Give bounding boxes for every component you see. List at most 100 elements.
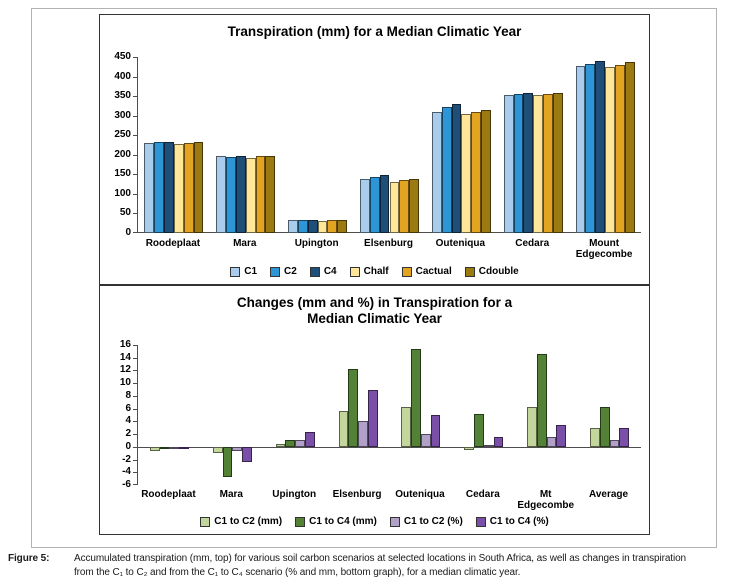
- y-axis-tick: [133, 76, 138, 78]
- y-axis-tick: [133, 174, 138, 176]
- y-axis-label: 0: [125, 440, 131, 452]
- y-axis-label: 250: [114, 129, 131, 141]
- bar-c2-cedara: [513, 93, 524, 233]
- bar-c1-to-c4-outeniqua: [430, 415, 441, 447]
- y-axis-tick: [133, 408, 138, 410]
- legend-item-c1-to-c4: C1 to C4 (%): [475, 516, 549, 527]
- changes-chart: Changes (mm and %) in Transpiration for …: [99, 285, 650, 535]
- x-axis-label-mount-edgecombe: Mount Edgecombe: [575, 238, 633, 260]
- bar-cdouble-upington: [337, 220, 348, 233]
- y-axis-tick: [133, 115, 138, 117]
- bottom-legend: C1 to C2 (mm) C1 to C4 (mm) C1 to C2 (%) C1…: [100, 516, 649, 527]
- legend-item-c4: C4: [309, 266, 337, 277]
- bar-c1-to-c4-mm-roodeplaat: [159, 446, 170, 450]
- x-axis-label-elsenburg: Elsenburg: [364, 238, 413, 249]
- legend-label-cdouble: Cdouble: [478, 266, 519, 277]
- caption-line-1: Accumulated transpiration (mm, top) for …: [74, 553, 687, 564]
- bar-c1-to-c2-mm-elsenburg: [338, 410, 349, 447]
- x-axis-label-roodeplaat: Roodeplaat: [141, 489, 196, 500]
- legend-item-c1: C1: [230, 266, 257, 277]
- y-axis-tick: [133, 96, 138, 98]
- bar-c1-cedara: [503, 94, 514, 233]
- bar-c1-to-c2-outeniqua: [420, 434, 431, 447]
- x-axis-label-outeniqua: Outeniqua: [395, 489, 445, 500]
- y-axis-tick: [133, 421, 138, 423]
- bar-c1-to-c4-cedara: [493, 436, 504, 447]
- legend-swatch-c1-to-c2: [389, 516, 400, 527]
- y-axis-tick: [133, 193, 138, 195]
- x-axis-label-mara: Mara: [219, 489, 243, 500]
- bar-chalf-upington: [317, 220, 328, 233]
- bar-cactual-roodeplaat: [183, 142, 194, 233]
- y-axis-label: 10: [119, 377, 131, 389]
- figure-caption: Figure 5: Accumulated transpiration (mm,…: [8, 552, 742, 580]
- bar-c1-to-c4-mara: [242, 446, 252, 463]
- transpiration-chart: Transpiration (mm) for a Median Climatic…: [99, 14, 650, 285]
- y-axis-tick: [133, 459, 138, 461]
- y-axis-label: 0: [125, 227, 131, 238]
- y-axis-label: 12: [119, 364, 131, 376]
- y-axis-label: 6: [125, 402, 131, 414]
- bar-c1-to-c4-mm-average: [599, 406, 610, 447]
- bar-c1-to-c4-mm-outeniqua: [411, 348, 421, 447]
- x-axis-label-cedara: Cedara: [465, 489, 500, 500]
- bar-c1-upington: [288, 220, 298, 233]
- legend-label-chalf: Chalf: [363, 266, 389, 277]
- legend-label-c2: C2: [284, 266, 297, 277]
- legend-swatch-c1-to-c4: [475, 516, 486, 527]
- bar-cactual-upington: [327, 220, 338, 233]
- bar-cdouble-outeniqua: [480, 109, 491, 233]
- legend-item-c1-to-c4-mm: C1 to C4 (mm): [295, 516, 377, 527]
- legend-item-cactual: Cactual: [401, 266, 452, 277]
- bar-c1-to-c4-average: [619, 427, 630, 447]
- bottom-plot-area: -6 -4 -2 0 2 4 6 8 10 12 14 16: [120, 340, 641, 490]
- bar-c4-mara: [235, 155, 246, 233]
- bar-chalf-roodeplaat: [173, 143, 184, 233]
- legend-swatch-chalf: [349, 266, 360, 277]
- legend-label-c4: C4: [323, 266, 337, 277]
- x-axis-label-upington: Upington: [272, 489, 317, 500]
- bar-c1-to-c2-elsenburg: [358, 421, 368, 447]
- bar-cdouble-mara: [265, 155, 276, 233]
- y-axis-tick: [133, 370, 138, 372]
- caption-line-2: from the C₁ to C₂ and from the C₁ to C₄ …: [74, 567, 521, 578]
- bar-c1-to-c4-mm-elsenburg: [348, 369, 359, 447]
- bar-c1-to-c2-mara: [232, 446, 243, 451]
- y-axis-label: 14: [119, 351, 131, 363]
- legend-swatch-c1-to-c4-mm: [295, 516, 306, 527]
- y-axis-label: 300: [114, 109, 131, 121]
- bar-cdouble-roodeplaat: [193, 141, 204, 233]
- bar-c1-to-c4-mm-upington: [285, 440, 296, 447]
- bar-c1-to-c4-elsenburg: [367, 390, 378, 447]
- x-axis-label-elsenburg: Elsenburg: [332, 489, 382, 500]
- bar-c2-mara: [226, 156, 236, 233]
- y-axis-label: -4: [122, 466, 131, 478]
- figure-panel: Transpiration (mm) for a Median Climatic…: [31, 8, 717, 548]
- bar-c1-to-c4-mt-edgecombe: [556, 425, 567, 447]
- legend-swatch-c2: [270, 266, 281, 277]
- bar-cactual-mara: [255, 156, 266, 233]
- y-axis-tick: [133, 213, 138, 215]
- y-axis-tick: [133, 154, 138, 156]
- bar-c1-to-c4-roodeplaat: [179, 446, 189, 449]
- top-x-axis-labels: Roodeplaat Mara Upington Elsenburg Outeniqua…: [137, 238, 640, 262]
- bar-chalf-mount-edgecombe: [605, 66, 615, 233]
- legend-item-chalf: Chalf: [349, 266, 389, 277]
- legend-swatch-c4: [309, 266, 320, 277]
- y-axis-tick: [133, 357, 138, 359]
- bar-c1-to-c2-mm-cedara: [464, 446, 475, 450]
- y-axis-label: 4: [125, 415, 131, 427]
- y-axis-label: 400: [114, 70, 131, 82]
- bar-cactual-outeniqua: [471, 112, 481, 233]
- bar-c1-to-c4-mm-cedara: [474, 413, 484, 447]
- bar-c2-roodeplaat: [154, 142, 165, 233]
- bar-c1-elsenburg: [360, 179, 370, 233]
- caption-text: Accumulated transpiration (mm, top) for …: [74, 552, 686, 580]
- bar-c1-to-c4-mm-mara: [222, 446, 233, 478]
- bar-c4-roodeplaat: [164, 141, 174, 233]
- x-axis-label-average: Average: [589, 489, 629, 500]
- bar-c1-to-c2-upington: [295, 439, 305, 447]
- bar-cdouble-mount-edgecombe: [624, 62, 635, 233]
- y-axis-tick: [133, 57, 138, 58]
